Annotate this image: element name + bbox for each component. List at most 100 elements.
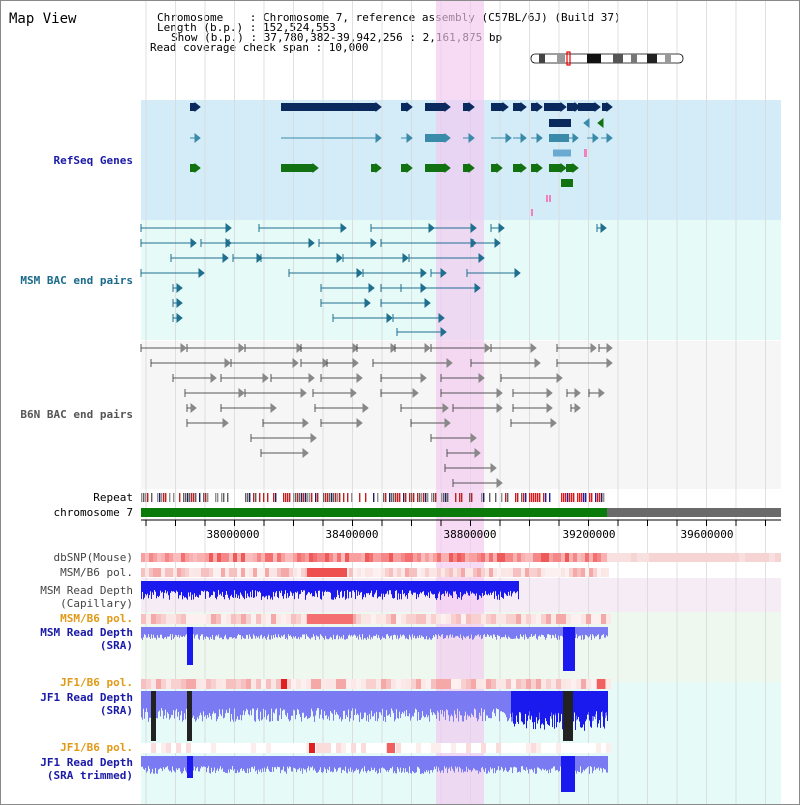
msm-capillary-depth-bar — [321, 581, 322, 600]
msm-sra-depth-bar — [296, 627, 297, 639]
jf1-trim-depth-bar — [473, 756, 474, 769]
jf1-pol-cell — [516, 679, 521, 689]
msm-sra-depth-bar — [243, 627, 244, 638]
track-label-msm-bac[interactable]: MSM BAC end pairs — [20, 274, 133, 287]
msm-capillary-depth-bar — [303, 581, 304, 591]
track-label-msm-depth-sra-1[interactable]: MSM Read Depth — [40, 626, 133, 639]
jf1-sra-depth-bar — [356, 691, 357, 715]
msm-sra-depth-bar — [355, 627, 356, 636]
track-label-chromosome[interactable]: chromosome 7 — [53, 506, 133, 519]
msm-sra-depth-bar — [309, 627, 310, 639]
msm-pol-sra-cell — [446, 614, 451, 624]
jf1-trim-depth-bar — [177, 756, 178, 771]
jf1-pol-cell — [156, 679, 161, 689]
track-label-jf1-depth-sra-1[interactable]: JF1 Read Depth — [40, 691, 133, 704]
jf1-trim-depth-bar — [185, 756, 186, 771]
refseq-gene — [513, 103, 521, 111]
jf1-trim-depth-bar — [607, 756, 608, 773]
refseq-gene-arrow — [375, 162, 382, 174]
jf1-trim-depth-bar — [218, 756, 219, 772]
track-label-msm-depth-cap-1[interactable]: MSM Read Depth — [40, 584, 133, 597]
track-label-msm-b6-pol-2[interactable]: MSM/B6 pol. — [60, 612, 133, 625]
jf1-sra-depth-bar — [430, 691, 431, 709]
msm-capillary-depth-bar — [244, 581, 245, 600]
msm-pol-cell — [149, 568, 153, 577]
dbsnp-cell — [325, 553, 329, 562]
msm-capillary-depth-bar — [195, 581, 196, 598]
jf1-sra-depth-bar — [230, 691, 231, 722]
msm-sra-depth-bar — [270, 627, 271, 640]
jf1-sra-depth-bar — [354, 691, 355, 715]
jf1-sra-depth-bar — [537, 691, 538, 724]
jf1-sra-depth-bar — [557, 691, 558, 723]
jf1-trim-depth-bar — [384, 756, 385, 769]
msm-pol-sra-cell — [286, 614, 291, 624]
track-label-b6n-bac[interactable]: B6N BAC end pairs — [20, 408, 133, 421]
jf1-trim-depth-bar — [552, 756, 553, 769]
jf1-sra-depth-bar — [347, 691, 348, 718]
msm-sra-depth-bar — [358, 627, 359, 640]
msm-bac-pair-end — [370, 237, 377, 249]
msm-capillary-depth-bar — [273, 581, 274, 592]
msm-capillary-depth-bar — [409, 581, 410, 591]
jf1-sra-depth-bar — [290, 691, 291, 721]
jf1-sra-depth-bar — [229, 691, 230, 709]
msm-sra-depth-bar — [277, 627, 278, 638]
track-label-refseq[interactable]: RefSeq Genes — [53, 154, 133, 167]
msm-pol-sra-cell — [271, 614, 276, 624]
msm-sra-depth-bar — [606, 627, 607, 636]
msm-sra-depth-bar — [594, 627, 595, 639]
jf1-sra-depth-bar — [385, 691, 386, 722]
jf1-sra-depth-bar — [225, 691, 226, 714]
dbsnp-cell — [253, 553, 257, 562]
dbsnp-cell — [309, 553, 313, 562]
msm-capillary-depth-bar — [291, 581, 292, 593]
repeat-element — [545, 493, 547, 502]
jf1-trim-depth-bar — [194, 756, 195, 767]
track-label-jf1-depth-trim-1[interactable]: JF1 Read Depth — [40, 756, 133, 769]
msm-bac-pair-end — [256, 252, 263, 264]
jf1-sra-depth-bar — [602, 691, 603, 712]
msm-sra-depth-bar — [322, 627, 323, 637]
msm-pol-sra-cell — [166, 614, 171, 624]
jf1-trim-depth-bar — [283, 756, 284, 767]
track-label-jf1-b6-pol[interactable]: JF1/B6 pol. — [60, 676, 133, 689]
jf1-trim-depth-bar — [542, 756, 543, 769]
msm-sra-depth-bar — [458, 627, 459, 637]
jf1-trim-depth-bar — [535, 756, 536, 774]
msm-sra-depth-bar — [370, 627, 371, 640]
msm-sra-depth-bar — [404, 627, 405, 636]
msm-capillary-depth-bar — [268, 581, 269, 596]
jf1-trim-depth-bar — [157, 756, 158, 774]
jf1-sra-depth-bar — [495, 691, 496, 717]
jf1-trim-depth-bar — [142, 756, 143, 767]
jf1-trim-depth-bar — [310, 756, 311, 768]
jf1-sra-depth-bar — [498, 691, 499, 710]
jf1-trim-depth-bar — [504, 756, 505, 771]
repeat-element — [373, 493, 375, 502]
msm-capillary-depth-bar — [456, 581, 457, 595]
track-label-jf1-b6-pol-2[interactable]: JF1/B6 pol. — [60, 741, 133, 754]
track-label-msm-b6-pol[interactable]: MSM/B6 pol. — [60, 566, 133, 579]
jf1-sra-depth-bar — [319, 691, 320, 719]
refseq-gene-arrow — [312, 162, 319, 174]
msm-capillary-depth-bar — [322, 581, 323, 592]
msm-sra-depth-bar — [419, 627, 420, 636]
msm-sra-depth-bar — [288, 627, 289, 635]
jf1-trim-depth-bar — [213, 756, 214, 771]
b6n-bac-pair-end — [470, 432, 477, 444]
jf1-sra-depth-bar — [466, 691, 467, 720]
jf1-sra-depth-bar — [355, 691, 356, 709]
track-label-repeat[interactable]: Repeat — [93, 491, 133, 504]
jf1-sra-depth-bar — [219, 691, 220, 710]
jf1-trim-depth-bar — [261, 756, 262, 773]
track-label-dbsnp[interactable]: dbSNP(Mouse) — [53, 551, 133, 564]
msm-sra-depth-bar — [410, 627, 411, 637]
jf1-trim-depth-bar — [446, 756, 447, 768]
msm-capillary-depth-bar — [437, 581, 438, 599]
msm-sra-depth-bar — [239, 627, 240, 635]
jf1-trim-depth-bar — [460, 756, 461, 769]
dbsnp-cell — [585, 553, 589, 562]
msm-sra-depth-bar — [593, 627, 594, 636]
jf1-sra-depth-bar — [475, 691, 476, 710]
